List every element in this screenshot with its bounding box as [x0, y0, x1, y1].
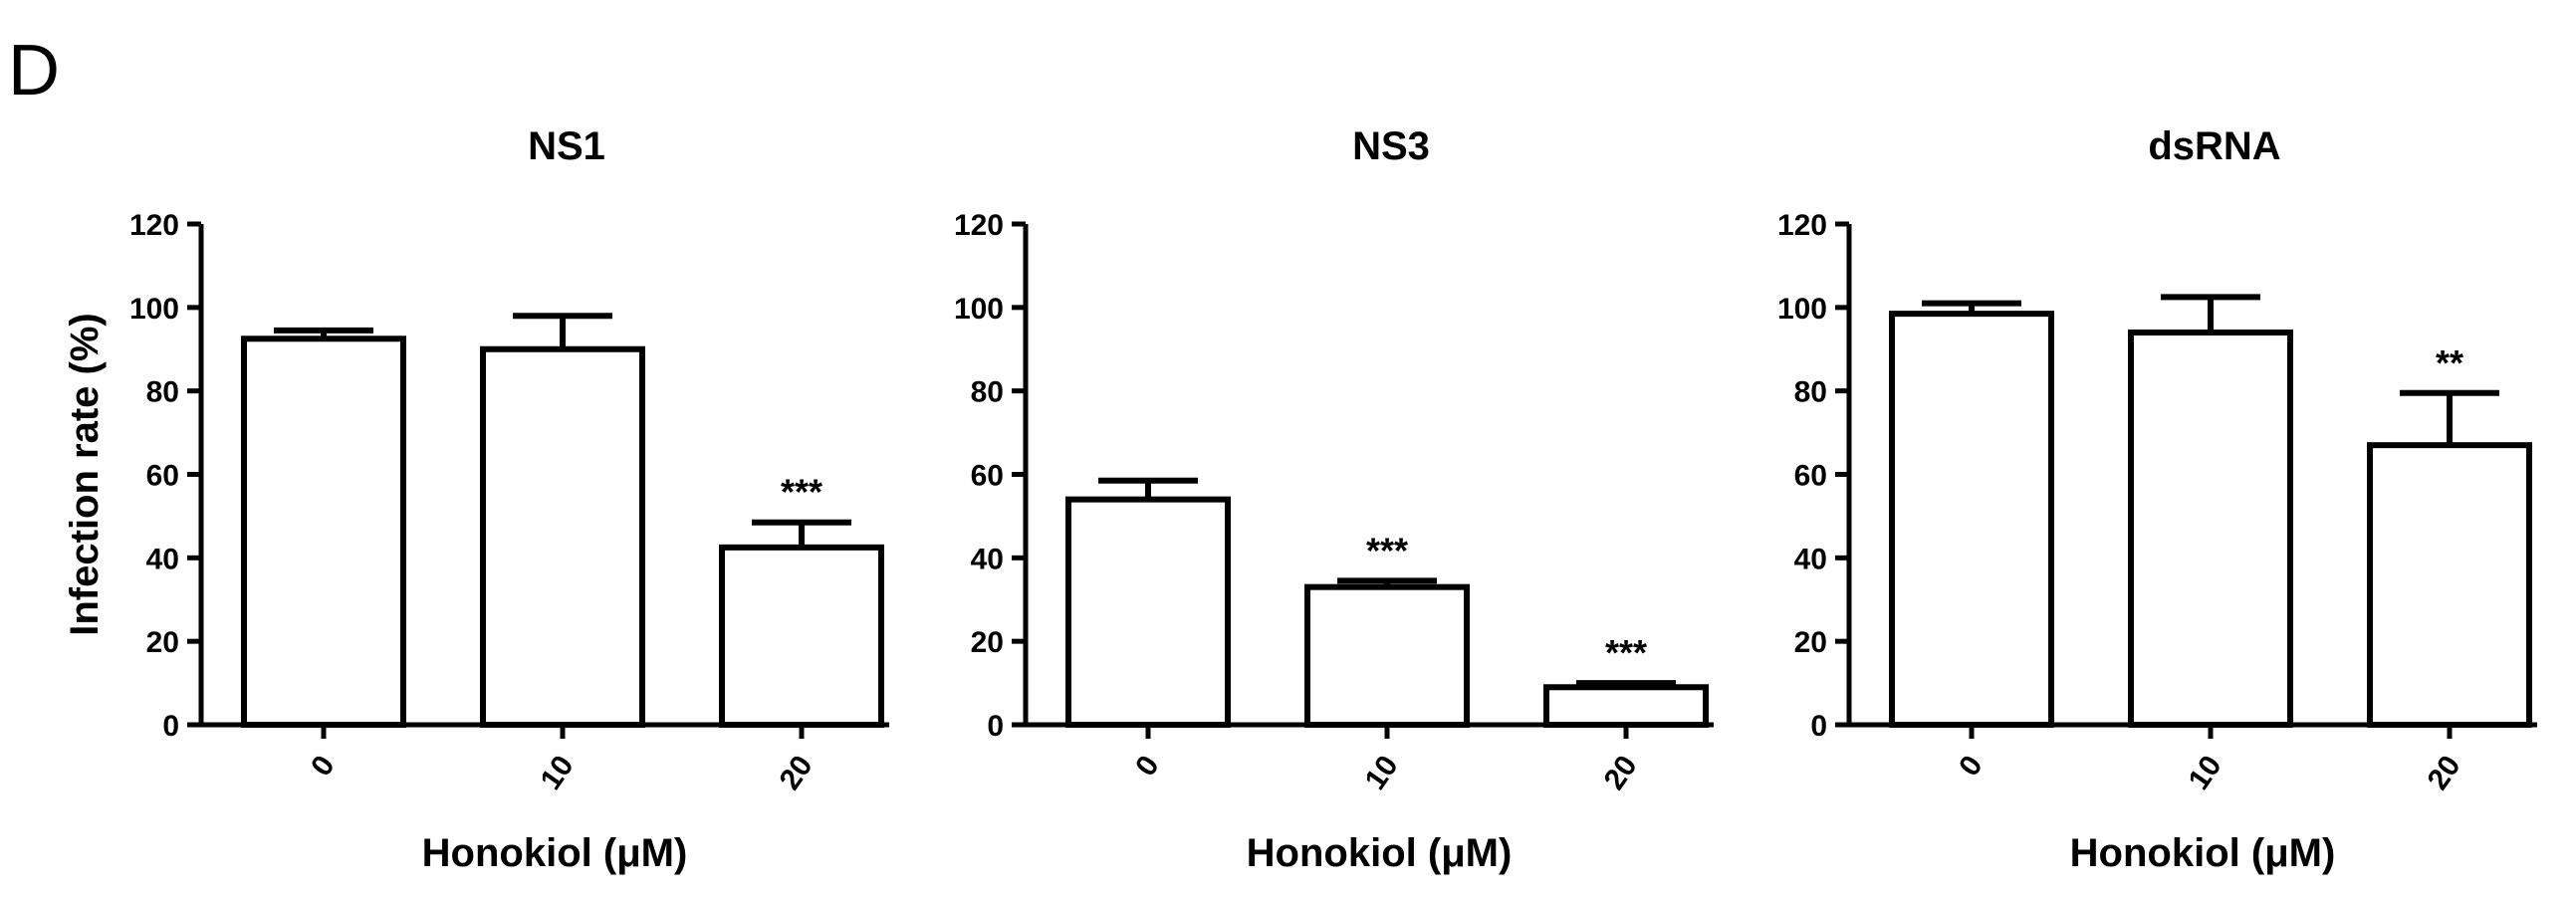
bar — [1065, 496, 1231, 728]
panel-title: dsRNA — [2148, 124, 2280, 168]
y-tick-label: 80 — [146, 376, 179, 409]
y-tick-label: 40 — [146, 543, 179, 575]
y-tick-label: 120 — [1777, 209, 1827, 242]
bar — [241, 336, 406, 728]
x-tick-label: 10 — [2183, 750, 2228, 795]
y-tick-label: 120 — [129, 209, 179, 242]
bar — [1543, 684, 1709, 729]
x-axis-title: Honokiol (μM) — [1247, 831, 1513, 875]
chart-panel-2: NS3 0 20 40 60 80 100 120 0 *** 10 *** 20 Honokiol (μ… — [954, 124, 1714, 875]
bar — [2367, 442, 2532, 728]
y-tick-label: 40 — [971, 543, 1004, 575]
x-tick-label: 20 — [774, 750, 820, 795]
x-tick-label: 0 — [1129, 750, 1166, 783]
y-tick-label: 0 — [162, 710, 179, 743]
y-tick-label: 60 — [1794, 460, 1827, 493]
panel-title: NS1 — [528, 124, 605, 168]
bar — [1304, 583, 1470, 728]
chart-panel-1: NS1 0 20 40 60 80 100 120 Infection rate (%) 0 10 *… — [63, 124, 889, 875]
bar — [2128, 329, 2293, 728]
y-tick-label: 60 — [146, 460, 179, 493]
bar — [480, 345, 645, 728]
y-tick-label: 20 — [971, 626, 1004, 659]
y-axis-title: Infection rate (%) — [63, 313, 107, 635]
y-tick-label: 80 — [1794, 376, 1827, 409]
bar — [1889, 311, 2054, 728]
x-tick-label: 10 — [1359, 750, 1405, 795]
y-tick-label: 20 — [1794, 626, 1827, 659]
y-tick-label: 80 — [971, 376, 1004, 409]
significance-label: ** — [2436, 342, 2463, 383]
figure-label: D — [8, 31, 60, 111]
y-tick-label: 120 — [954, 209, 1004, 242]
x-tick-label: 0 — [305, 750, 342, 783]
x-axis-title: Honokiol (μM) — [422, 831, 688, 875]
bar — [719, 544, 884, 729]
x-tick-label: 20 — [2422, 750, 2467, 795]
panel-title: NS3 — [1352, 124, 1430, 168]
chart-panel-3: dsRNA 0 20 40 60 80 100 120 0 10 ** 20 Honokiol (μM) — [1777, 124, 2537, 875]
y-tick-label: 100 — [1777, 293, 1827, 326]
x-tick-label: 10 — [535, 750, 581, 795]
y-tick-label: 20 — [146, 626, 179, 659]
significance-label: *** — [1366, 530, 1408, 570]
x-tick-label: 0 — [1953, 750, 1990, 783]
x-tick-label: 20 — [1598, 750, 1644, 795]
y-tick-label: 60 — [971, 460, 1004, 493]
y-tick-label: 0 — [987, 710, 1004, 743]
significance-label: *** — [1605, 632, 1647, 673]
significance-label: *** — [781, 472, 822, 513]
y-tick-label: 40 — [1794, 543, 1827, 575]
y-tick-label: 0 — [1810, 710, 1827, 743]
y-tick-label: 100 — [954, 293, 1004, 326]
y-tick-label: 100 — [129, 293, 179, 326]
x-axis-title: Honokiol (μM) — [2070, 831, 2336, 875]
